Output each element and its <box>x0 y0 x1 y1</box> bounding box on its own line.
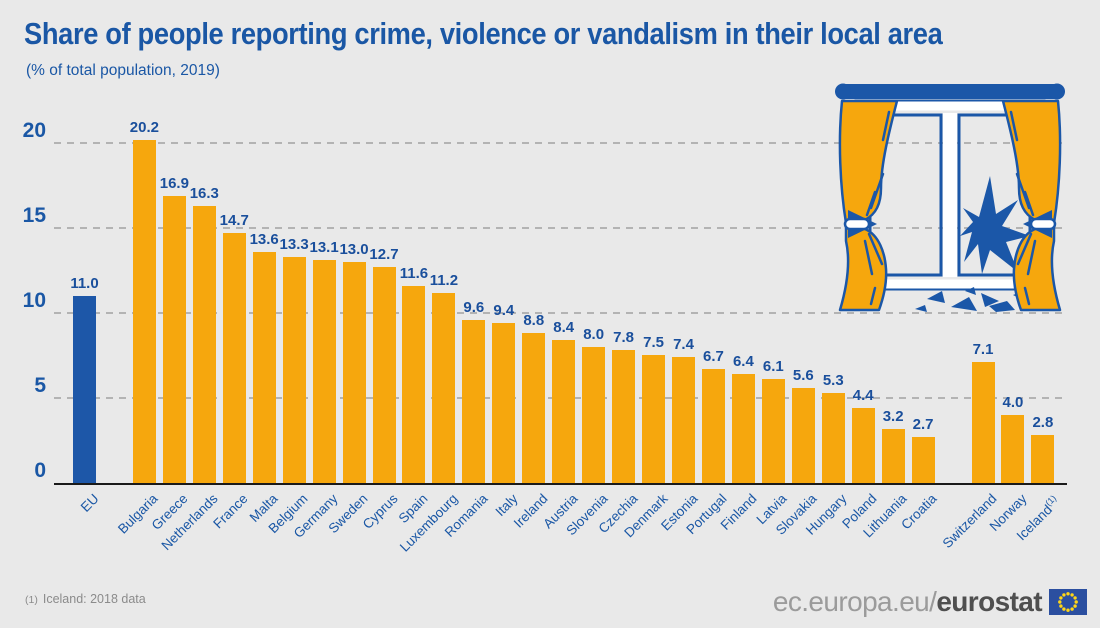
bar-germany <box>312 260 336 483</box>
bar-denmark <box>642 355 666 483</box>
bar-italy <box>492 323 516 483</box>
broken-window-illustration <box>835 83 1065 312</box>
logo-url-prefix: ec.europa.eu/ <box>772 586 937 617</box>
bar-greece <box>162 196 186 483</box>
bar-value-label: 20.2 <box>129 119 159 136</box>
bar-value-label: 13.3 <box>279 236 309 253</box>
bar-value-label: 7.4 <box>673 336 694 353</box>
bar-value-label: 9.4 <box>493 302 515 319</box>
bar-iceland <box>1031 435 1055 483</box>
bar-netherlands <box>192 206 216 483</box>
bar-value-label: 14.7 <box>219 212 249 229</box>
bar-portugal <box>701 369 725 483</box>
y-axis-tick-label: 0 <box>34 459 46 482</box>
bar-value-label: 13.0 <box>339 241 369 258</box>
eu-flag-logo <box>1049 589 1087 615</box>
footnote-marker: (1) <box>25 594 38 606</box>
bar-austria <box>552 340 576 483</box>
bar-switzerland <box>971 362 995 483</box>
bar-value-label: 11.2 <box>429 272 459 289</box>
bar-croatia <box>911 437 935 483</box>
curtain-right <box>1001 99 1062 312</box>
chart-title: Share of people reporting crime, violenc… <box>24 16 943 51</box>
y-axis-tick-label: 10 <box>22 289 46 312</box>
x-axis-line <box>54 483 1067 485</box>
y-axis-tick-label: 15 <box>22 204 46 227</box>
bar-value-label: 8.4 <box>553 319 575 336</box>
bar-hungary <box>821 393 845 483</box>
logo-eurostat-label: eurostat <box>936 586 1042 617</box>
footnote: (1) Iceland: 2018 data <box>25 592 146 606</box>
bar-romania <box>462 320 486 483</box>
bar-value-label: 6.7 <box>703 348 724 365</box>
bar-value-label: 5.6 <box>792 367 814 384</box>
bar-luxembourg <box>432 293 456 483</box>
bar-spain <box>402 286 426 483</box>
bar-ireland <box>522 333 546 483</box>
bar-value-label: 3.2 <box>882 408 904 425</box>
bar-poland <box>851 408 875 483</box>
bar-finland <box>731 374 755 483</box>
bar-value-label: 16.9 <box>159 175 189 192</box>
bar-lithuania <box>881 429 905 483</box>
bar-value-label: 9.6 <box>463 299 485 316</box>
bar-eu <box>73 296 96 483</box>
curtain-rod <box>836 84 1064 99</box>
bar-value-label: 6.1 <box>762 358 784 375</box>
bar-value-label: 13.6 <box>249 231 279 248</box>
bar-cyprus <box>372 267 396 483</box>
bar-malta <box>252 252 276 483</box>
bar-slovakia <box>791 388 815 483</box>
glass-shards <box>915 287 1025 312</box>
bar-value-label: 6.4 <box>732 353 754 370</box>
bar-czechia <box>612 350 636 483</box>
bar-value-label: 11.6 <box>399 265 429 282</box>
gridline <box>54 312 1067 314</box>
bar-norway <box>1001 415 1025 483</box>
eurostat-logo: ec.europa.eu/eurostat <box>773 586 1087 618</box>
bar-latvia <box>761 379 785 483</box>
bar-sweden <box>342 262 366 483</box>
bar-value-label: 8.0 <box>583 326 605 343</box>
bar-bulgaria <box>132 140 156 483</box>
bar-belgium <box>282 257 306 483</box>
bar-value-label: 2.8 <box>1032 414 1054 431</box>
bar-value-label: 7.8 <box>613 329 635 346</box>
glass-crack-burst <box>960 176 1030 274</box>
bar-value-label: 16.3 <box>189 185 219 202</box>
gridline <box>54 142 1067 144</box>
y-axis-tick-label: 5 <box>34 374 46 397</box>
bar-value-label: 7.1 <box>972 341 994 358</box>
bar-value-label: 13.1 <box>309 239 339 256</box>
gridline <box>54 227 1067 229</box>
bar-value-label: 5.3 <box>822 372 844 389</box>
bar-value-label: 4.4 <box>852 387 874 404</box>
bar-value-label: 12.7 <box>369 246 399 263</box>
bar-value-label: 4.0 <box>1002 394 1024 411</box>
bar-slovenia <box>582 347 606 483</box>
curtain-left <box>838 99 899 312</box>
chart-subtitle: (% of total population, 2019) <box>26 62 220 79</box>
bar-value-label: 8.8 <box>523 312 545 329</box>
bar-value-label: 7.5 <box>643 334 664 351</box>
bar-estonia <box>672 357 695 483</box>
footnote-text: Iceland: 2018 data <box>42 592 146 606</box>
bar-france <box>222 233 246 483</box>
bar-value-label: 2.7 <box>912 416 934 433</box>
y-axis-tick-label: 20 <box>22 119 46 142</box>
bar-value-label: 11.0 <box>70 275 99 292</box>
